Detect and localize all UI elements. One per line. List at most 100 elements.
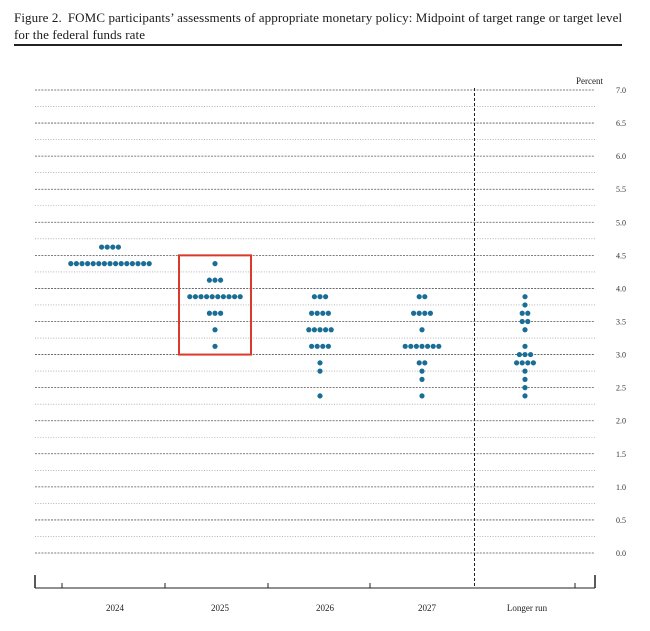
participant-dot xyxy=(309,310,315,316)
participant-dot xyxy=(323,294,329,300)
participant-dot xyxy=(522,376,528,382)
participant-dot xyxy=(212,310,218,316)
participant-dot xyxy=(110,244,116,250)
y-axis-label: Percent xyxy=(576,76,603,86)
participant-dot xyxy=(141,261,147,267)
participant-dot xyxy=(436,343,442,349)
participant-dot xyxy=(320,310,326,316)
x-category-label: 2027 xyxy=(418,603,437,613)
participant-dot xyxy=(528,351,534,358)
participant-dot xyxy=(416,294,422,300)
participant-dot xyxy=(317,327,323,333)
participant-dot xyxy=(212,343,218,349)
participant-dot xyxy=(323,327,329,333)
participant-dot xyxy=(306,327,312,333)
participant-dot xyxy=(99,244,105,250)
participant-dot xyxy=(522,368,528,374)
participant-dot xyxy=(430,343,436,349)
participant-dot xyxy=(85,261,91,267)
participant-dot xyxy=(317,393,323,399)
participant-dot xyxy=(516,351,523,358)
x-category-label: 2024 xyxy=(106,603,125,613)
participant-dot xyxy=(522,327,528,333)
participant-dot xyxy=(320,343,326,349)
participant-dot xyxy=(525,360,531,366)
y-tick-label: 1.0 xyxy=(616,483,626,492)
participant-dot xyxy=(79,261,85,267)
participant-dot xyxy=(416,310,422,316)
participant-dot xyxy=(232,294,238,300)
participant-dot xyxy=(218,277,224,283)
participant-dot xyxy=(226,294,232,300)
participant-dot xyxy=(309,343,315,349)
participant-dot xyxy=(522,385,528,391)
x-axis xyxy=(34,575,596,589)
x-category-label: 2026 xyxy=(316,603,335,613)
x-axis-labels: 2024 2025 2026 2027 Longer run xyxy=(106,603,548,613)
participant-dot xyxy=(525,310,531,316)
participant-dot xyxy=(90,261,96,267)
y-tick-label: 4.0 xyxy=(616,284,626,293)
participant-dot xyxy=(311,327,317,333)
participant-dot xyxy=(209,294,215,300)
participant-dot xyxy=(129,261,135,267)
participant-dot xyxy=(206,277,212,283)
participant-dot xyxy=(113,261,119,267)
participant-dot xyxy=(425,343,431,349)
highlight-box-2025 xyxy=(178,254,252,356)
participant-dot xyxy=(519,318,525,325)
y-tick-label: 4.5 xyxy=(616,251,626,260)
y-tick-label: 7.0 xyxy=(616,86,626,95)
participant-dot xyxy=(220,294,226,300)
participant-dot xyxy=(317,294,323,300)
participant-dot xyxy=(422,294,428,300)
y-tick-label: 6.0 xyxy=(616,152,626,161)
participant-dot xyxy=(104,244,110,250)
y-tick-label: 1.5 xyxy=(616,450,626,459)
participant-dot xyxy=(411,310,417,316)
participant-dot xyxy=(514,360,520,366)
figure-number: Figure 2. xyxy=(14,10,62,25)
y-tick-label: 6.5 xyxy=(616,119,626,128)
y-tick-label: 0.5 xyxy=(616,516,626,525)
participant-dot xyxy=(212,327,218,333)
participant-dot xyxy=(68,261,74,267)
participant-dot xyxy=(198,294,204,300)
participant-dot xyxy=(325,310,331,316)
participant-dot xyxy=(187,294,193,300)
y-tick-label: 2.5 xyxy=(616,384,626,393)
participant-dot xyxy=(206,310,212,316)
participant-dot xyxy=(408,343,414,349)
participant-dot xyxy=(419,343,425,349)
x-category-label: Longer run xyxy=(507,603,548,613)
y-tick-label: 5.5 xyxy=(616,185,626,194)
dot-plot-chart: 0.0 0.5 1.0 1.5 2.0 2.5 3.0 3.5 4.0 4.5 5.0 5.5 6.0 6… xyxy=(34,76,626,613)
participant-dot xyxy=(522,302,528,308)
participant-dot xyxy=(402,343,408,349)
participant-dot xyxy=(215,294,221,300)
participant-dot xyxy=(416,360,422,366)
participant-dot xyxy=(314,343,320,349)
participant-dot xyxy=(413,343,419,349)
y-tick-label: 2.0 xyxy=(616,417,626,426)
participant-dot xyxy=(192,294,198,300)
participant-dot xyxy=(107,261,113,267)
participant-dot xyxy=(317,360,323,366)
y-tick-label: 3.5 xyxy=(616,318,626,327)
participant-dot xyxy=(212,261,218,267)
participant-dot xyxy=(124,261,130,267)
x-category-label: 2025 xyxy=(211,603,230,613)
participant-dot xyxy=(204,294,210,300)
participant-dot xyxy=(146,261,152,267)
participant-dot xyxy=(419,327,425,333)
y-tick-label: 0.0 xyxy=(616,549,626,558)
participant-dot xyxy=(422,310,428,316)
y-tick-label: 5.0 xyxy=(616,218,626,227)
participant-dot xyxy=(519,310,525,316)
participant-dot xyxy=(96,261,102,267)
y-axis-ticks: 0.0 0.5 1.0 1.5 2.0 2.5 3.0 3.5 4.0 4.5 5.0 5.5 6.0 6… xyxy=(616,86,626,558)
participant-dot xyxy=(522,351,528,358)
participant-dot xyxy=(419,393,425,399)
participant-dot xyxy=(317,368,323,374)
figure-title: FOMC participants’ assessments of approp… xyxy=(14,10,623,42)
